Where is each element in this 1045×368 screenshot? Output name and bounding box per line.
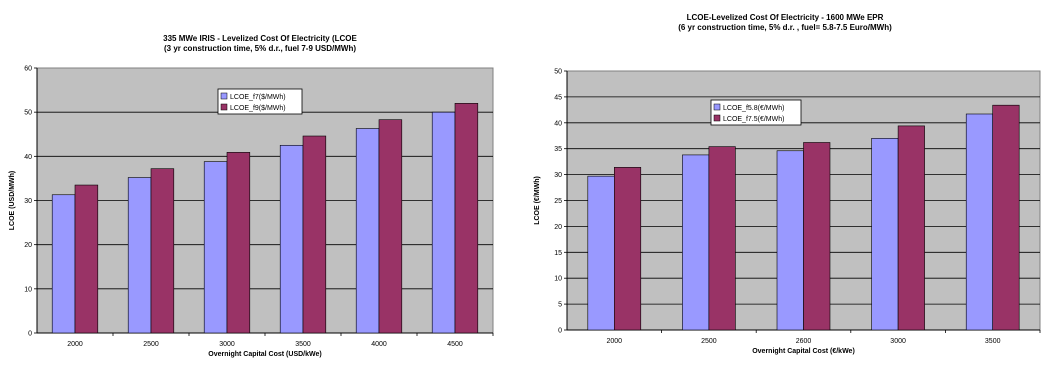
epr-lcoe-chart: LCOE-Levelized Cost Of Electricity - 160… xyxy=(525,0,1045,363)
x-tick-label: 2600 xyxy=(796,338,812,345)
y-tick-label: 20 xyxy=(24,242,32,249)
bar-series2 xyxy=(302,135,327,334)
y-tick-label: 20 xyxy=(554,224,562,231)
bar-series2 xyxy=(150,168,175,334)
bar-series1 xyxy=(355,128,380,334)
y-tick-label: 0 xyxy=(558,328,562,335)
bar-series2 xyxy=(708,146,736,331)
legend-swatch xyxy=(220,103,228,111)
bar-series1 xyxy=(51,194,76,334)
y-tick-label: 10 xyxy=(24,286,32,293)
chart-title-line1: 335 MWe IRIS - Levelized Cost Of Electri… xyxy=(163,34,357,43)
bar-series1 xyxy=(127,177,152,334)
y-tick-label: 60 xyxy=(24,66,32,73)
bar-series2 xyxy=(74,184,99,334)
x-tick-label: 3500 xyxy=(295,341,311,348)
y-tick-label: 15 xyxy=(554,250,562,257)
y-tick-label: 40 xyxy=(554,120,562,127)
bar-series1 xyxy=(203,161,228,334)
y-tick-label: 10 xyxy=(554,276,562,283)
legend-swatch xyxy=(713,114,721,122)
bar-series2 xyxy=(614,167,642,331)
bar-series2 xyxy=(454,103,479,334)
epr-lcoe-plot: 0 5 10 15 20 25 30 35 40 45 50 2000 2500 2600 3000 3500… xyxy=(534,69,1041,355)
y-tick-label: 0 xyxy=(28,331,32,338)
x-tick-label: 4500 xyxy=(447,341,463,348)
iris-lcoe-plot: 0 10 20 30 40 50 60 2000 2500 3000 3500 4000 4500 Ove… xyxy=(9,66,494,358)
bar-series1 xyxy=(587,175,615,331)
legend-swatch xyxy=(220,92,228,100)
bar-series2 xyxy=(992,104,1020,331)
bar-series1 xyxy=(776,150,804,331)
x-tick-label: 3000 xyxy=(890,338,906,345)
bar-series1 xyxy=(431,111,456,334)
legend-box xyxy=(217,88,303,115)
y-tick-label: 40 xyxy=(24,154,32,161)
chart-title-line2: (3 yr construction time, 5% d.r., fuel 7… xyxy=(163,44,357,53)
y-tick-label: 5 xyxy=(558,302,562,309)
chart-title: LCOE-Levelized Cost Of Electricity - 160… xyxy=(525,13,1045,33)
bar-series2 xyxy=(803,142,831,331)
y-tick-label: 30 xyxy=(554,172,562,179)
x-tick-label: 2500 xyxy=(143,341,159,348)
y-tick-label: 50 xyxy=(554,69,562,76)
bar-series1 xyxy=(279,144,304,334)
bar-series1 xyxy=(965,113,994,331)
chart-title: 335 MWe IRIS - Levelized Cost Of Electri… xyxy=(0,34,520,54)
legend-label: LCOE_f9($/MWh) xyxy=(230,105,286,112)
x-tick-label: 3500 xyxy=(985,338,1001,345)
bar-series2 xyxy=(226,152,251,334)
iris-lcoe-chart: 335 MWe IRIS - Levelized Cost Of Electri… xyxy=(0,0,520,363)
y-axis-title: LCOE (USD/MWh) xyxy=(9,171,16,231)
y-tick-label: 45 xyxy=(554,94,562,101)
legend-box xyxy=(710,99,802,126)
x-tick-label: 2000 xyxy=(607,338,623,345)
y-tick-label: 25 xyxy=(554,198,562,205)
y-axis-title: LCOE (€/MWh) xyxy=(534,176,541,225)
legend-label: LCOE_f7($/MWh) xyxy=(230,94,286,101)
legend-label: LCOE_f5.8(€/MWh) xyxy=(723,105,784,112)
x-tick-label: 2500 xyxy=(701,338,717,345)
bar-series1 xyxy=(871,138,899,331)
x-tick-label: 3000 xyxy=(219,341,235,348)
bar-series2 xyxy=(897,125,925,331)
x-tick-label: 4000 xyxy=(371,341,387,348)
legend-swatch xyxy=(713,103,721,111)
chart-title-line1: LCOE-Levelized Cost Of Electricity - 160… xyxy=(686,13,884,22)
x-axis-title: Overnight Capital Cost (USD/kWe) xyxy=(208,351,321,358)
bar-series2 xyxy=(378,119,403,334)
bar-series1 xyxy=(682,154,710,331)
y-tick-label: 30 xyxy=(24,198,32,205)
x-tick-label: 2000 xyxy=(67,341,83,348)
chart-title-line2: (6 yr construction time, 5% d.r. , fuel=… xyxy=(678,23,892,32)
y-tick-label: 50 xyxy=(24,110,32,117)
legend-label: LCOE_f7.5(€/MWh) xyxy=(723,116,784,123)
x-axis-title: Overnight Capital Cost (€/kWe) xyxy=(752,348,855,355)
y-tick-label: 35 xyxy=(554,146,562,153)
